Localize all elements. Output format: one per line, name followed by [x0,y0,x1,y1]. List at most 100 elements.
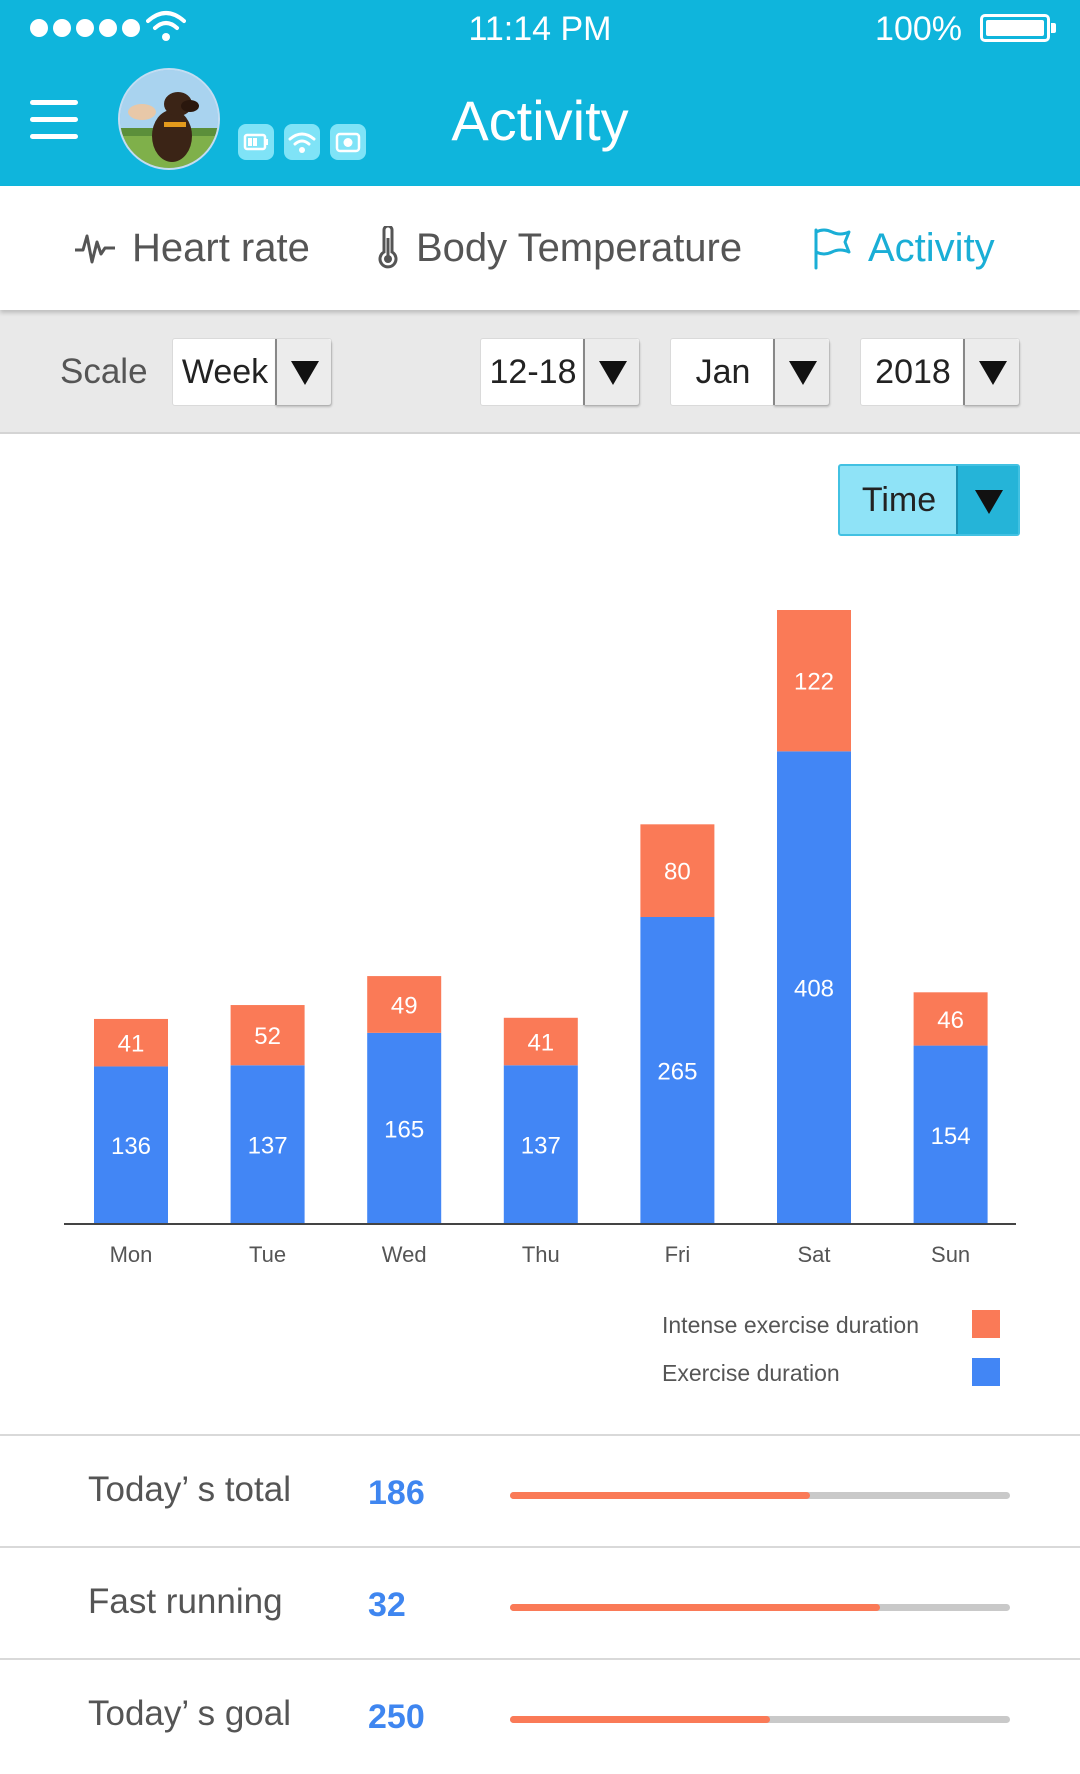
scale-dropdown-button[interactable] [275,339,331,405]
legend-swatch-exercise [972,1358,1000,1386]
data-label-exercise: 265 [657,1059,697,1086]
device-camera-icon [330,124,366,160]
chevron-down-icon [599,361,627,385]
data-label-intense: 80 [664,859,691,886]
chevron-down-icon [291,361,319,385]
x-tick-label: Mon [110,1242,153,1267]
data-label-exercise: 137 [248,1133,288,1160]
wifi-status-icon [146,11,186,41]
scale-value: Week [181,352,269,391]
bar-exercise-mon [94,1066,168,1224]
tab-label: Body Temperature [416,225,743,270]
progress-track [510,1604,1010,1611]
filter-bar: Scale Week 12-18 Jan 2018 [0,310,1080,434]
data-label-intense: 41 [527,1030,554,1057]
stat-value: 250 [368,1698,425,1736]
data-label-exercise: 137 [521,1133,561,1160]
progress-track [510,1716,1010,1723]
x-tick-label: Thu [522,1242,560,1267]
chevron-down-icon [789,361,817,385]
hamburger-menu-icon[interactable] [30,100,78,140]
tab-bar: Heart rate Body Temperature Activity [0,186,1080,310]
bar-exercise-fri [640,917,715,1224]
stat-value: 186 [368,1474,425,1512]
bar-intense-tue [230,1005,305,1066]
scale-select[interactable]: Week [172,338,332,406]
stat-row-fast-running: Fast running 32 [0,1546,1080,1658]
page-title: Activity [451,89,629,152]
x-tick-label: Sun [931,1242,970,1267]
data-label-intense: 52 [254,1023,281,1050]
bar-exercise-sun [913,1045,988,1224]
legend-item-intense: Intense exercise duration [662,1310,1022,1340]
data-label-exercise: 408 [794,976,834,1003]
data-label-exercise: 154 [931,1123,971,1150]
progress-fill [510,1492,810,1499]
bar-intense-thu [503,1017,578,1066]
stat-row-today-goal: Today’ s goal 250 [0,1658,1080,1770]
x-tick-label: Sat [797,1242,830,1267]
data-label-intense: 41 [118,1031,145,1058]
bar-intense-mon [94,1018,168,1067]
data-label-exercise: 165 [384,1116,424,1143]
legend-item-exercise: Exercise duration [662,1358,1022,1388]
tab-label: Activity [868,225,995,270]
data-label-intense: 46 [937,1007,964,1034]
legend-label: Exercise duration [662,1360,840,1386]
activity-bar-chart: 136 41 Mon 137 52 Tue 165 49 Wed 137 41 Thu 265 80 Fri… [64,610,1016,1267]
metric-select[interactable]: Time [838,464,1020,536]
year-select[interactable]: 2018 [860,338,1020,406]
bar-intense-sat [777,610,851,752]
bar-exercise-tue [230,1065,305,1224]
data-label-intense: 49 [391,992,418,1019]
data-label-intense: 122 [794,669,834,696]
progress-fill [510,1716,770,1723]
stat-label: Fast running [88,1582,283,1621]
x-tick-label: Tue [249,1242,286,1267]
bar-exercise-wed [367,1032,442,1224]
month-select[interactable]: Jan [670,338,830,406]
cellular-signal-icon [30,19,140,37]
metric-value: Time [861,480,937,519]
device-status-icons [238,124,366,160]
date-range-dropdown-button[interactable] [583,339,639,405]
chevron-down-icon [975,490,1003,514]
bar-intense-wed [367,976,442,1033]
battery-icon [980,14,1056,42]
stat-value: 32 [368,1586,406,1624]
device-wifi-icon [284,124,320,160]
flag-icon [814,228,851,270]
scale-label: Scale [60,352,148,391]
year-dropdown-button[interactable] [963,339,1019,405]
tab-heart-rate[interactable]: Heart rate [74,186,310,310]
thermometer-icon [378,226,398,269]
month-value: Jan [695,352,751,391]
status-time: 11:14 PM [468,10,612,48]
app-header: 11:14 PM 100% Activity [0,0,1080,186]
status-bar: 11:14 PM 100% [0,0,1080,58]
month-dropdown-button[interactable] [773,339,829,405]
legend-swatch-intense [972,1310,1000,1338]
stat-label: Today’ s goal [88,1694,291,1733]
legend-label: Intense exercise duration [662,1312,919,1338]
date-range-select[interactable]: 12-18 [480,338,640,406]
battery-percentage: 100% [875,10,962,48]
tab-label: Heart rate [132,225,310,270]
progress-track [510,1492,1010,1499]
metric-dropdown-button[interactable] [956,466,1018,534]
bar-intense-sun [913,992,988,1046]
bar-exercise-sat [777,751,851,1224]
date-range-value: 12-18 [489,352,577,391]
tab-body-temperature[interactable]: Body Temperature [376,186,742,310]
stat-label: Today’ s total [88,1470,291,1509]
stats-list: Today’ s total 186 Fast running 32 Today… [0,1434,1080,1770]
device-battery-icon [238,124,274,160]
bar-exercise-thu [503,1065,578,1224]
year-value: 2018 [875,352,951,391]
heartbeat-icon [75,234,115,264]
tab-activity[interactable]: Activity [812,186,995,310]
bar-intense-fri [640,824,715,917]
stat-row-today-total: Today’ s total 186 [0,1434,1080,1546]
x-tick-label: Wed [382,1242,427,1267]
progress-fill [510,1604,880,1611]
